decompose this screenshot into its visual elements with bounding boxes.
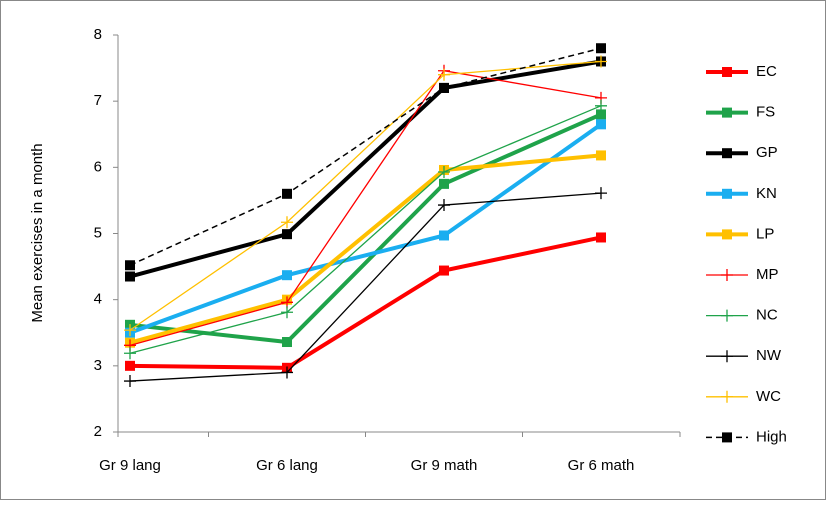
data-point (596, 150, 606, 161)
data-point (595, 99, 607, 112)
legend-marker (722, 229, 732, 240)
data-point (438, 165, 450, 178)
legend-marker (721, 390, 733, 403)
legend-label: EC (756, 63, 777, 80)
legend-label: KN (756, 185, 777, 202)
y-tick-label: 8 (94, 26, 102, 43)
data-point (124, 324, 136, 337)
data-point (282, 270, 292, 281)
data-point (124, 347, 136, 360)
x-tick-label: Gr 6 math (568, 457, 635, 474)
data-point (596, 109, 606, 120)
y-tick-label: 5 (94, 224, 102, 241)
series-line (129, 153, 602, 345)
legend-marker (721, 309, 733, 322)
data-point (596, 119, 606, 130)
series-line (129, 59, 602, 279)
y-tick-label: 6 (94, 158, 102, 175)
y-tick-label: 7 (94, 92, 102, 109)
data-point (595, 55, 607, 68)
data-point (124, 375, 136, 388)
data-point (125, 260, 135, 271)
data-point (282, 229, 292, 240)
data-point (125, 360, 135, 371)
legend-marker (722, 148, 732, 159)
series-line (129, 47, 602, 266)
legend-label: FS (756, 104, 775, 121)
legend-label: NC (756, 307, 778, 324)
data-point (281, 306, 293, 319)
data-point (596, 232, 606, 243)
legend-label: MP (756, 266, 779, 283)
data-point (281, 216, 293, 229)
series-line (129, 235, 602, 370)
y-tick-label: 2 (94, 423, 102, 440)
x-tick-label: Gr 6 lang (256, 457, 318, 474)
x-tick-label: Gr 9 lang (99, 457, 161, 474)
data-point (439, 230, 449, 241)
data-point (125, 271, 135, 282)
series-line (129, 122, 603, 335)
data-point (282, 188, 292, 199)
data-point (438, 68, 450, 81)
data-point (281, 366, 293, 379)
legend-marker (722, 67, 732, 77)
series-line (129, 192, 602, 382)
legend-marker (722, 188, 732, 199)
legend-marker (721, 350, 733, 363)
y-tick-label: 3 (94, 357, 102, 374)
legend-label: High (756, 428, 787, 445)
data-point (439, 178, 449, 189)
y-tick-label: 4 (94, 291, 102, 308)
legend-label: NW (756, 347, 782, 364)
legend-label: LP (756, 225, 774, 242)
legend-label: GP (756, 144, 778, 161)
series-line (129, 70, 602, 346)
data-point (438, 199, 450, 212)
legend-label: WC (756, 388, 781, 405)
x-tick-label: Gr 9 math (411, 457, 478, 474)
series-line (129, 105, 602, 354)
data-point (596, 43, 606, 54)
legend-marker (721, 269, 733, 281)
data-point (439, 265, 449, 276)
data-point (282, 337, 292, 348)
data-point (595, 187, 607, 200)
y-axis-label: Mean exercises in a month (29, 143, 46, 322)
legend-marker (722, 432, 732, 443)
data-point (439, 82, 449, 93)
legend-marker (722, 107, 732, 118)
